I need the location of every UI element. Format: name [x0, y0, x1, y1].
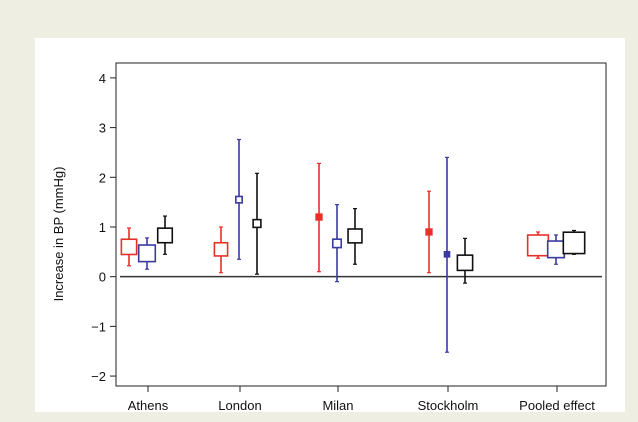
point-marker [213, 241, 229, 257]
x-tick-label: London [218, 398, 261, 412]
error-bar-chart: −2 −1 0 1 2 3 4 Athens London Milan Stockholm Poole… [51, 62, 607, 412]
x-tick-label: Pooled effect [519, 398, 595, 412]
chart-panel: −2 −1 0 1 2 3 4 Athens London Milan Stockholm Poole… [35, 38, 625, 412]
y-axis-label: Increase in BP (mmHg) [51, 167, 66, 302]
y-tick-label: 4 [99, 71, 106, 86]
point-marker [443, 250, 451, 258]
point-marker [425, 228, 433, 236]
point-marker [252, 218, 262, 229]
point-marker [526, 234, 550, 257]
point-marker [347, 228, 363, 244]
y-tick-label: 3 [99, 121, 106, 136]
point-marker [137, 244, 157, 263]
y-tick-label: −2 [91, 369, 106, 384]
x-tick-label: Athens [128, 398, 169, 412]
point-marker [235, 195, 244, 204]
marks-layer [120, 138, 602, 353]
plot-area-border [115, 62, 607, 387]
axes-layer: −2 −1 0 1 2 3 4 Athens London Milan Stockholm Poole… [91, 71, 595, 412]
point-marker [156, 227, 174, 244]
x-tick-label: Stockholm [418, 398, 479, 412]
y-tick-label: 1 [99, 220, 106, 235]
point-marker [315, 213, 323, 221]
point-marker [456, 254, 474, 272]
y-tick-label: −1 [91, 319, 106, 334]
x-tick-label: Milan [322, 398, 353, 412]
point-marker [546, 240, 566, 259]
y-tick-label: 2 [99, 170, 106, 185]
y-tick-label: 0 [99, 270, 106, 285]
point-marker [562, 231, 586, 255]
point-marker [120, 238, 138, 256]
point-marker [331, 238, 343, 249]
